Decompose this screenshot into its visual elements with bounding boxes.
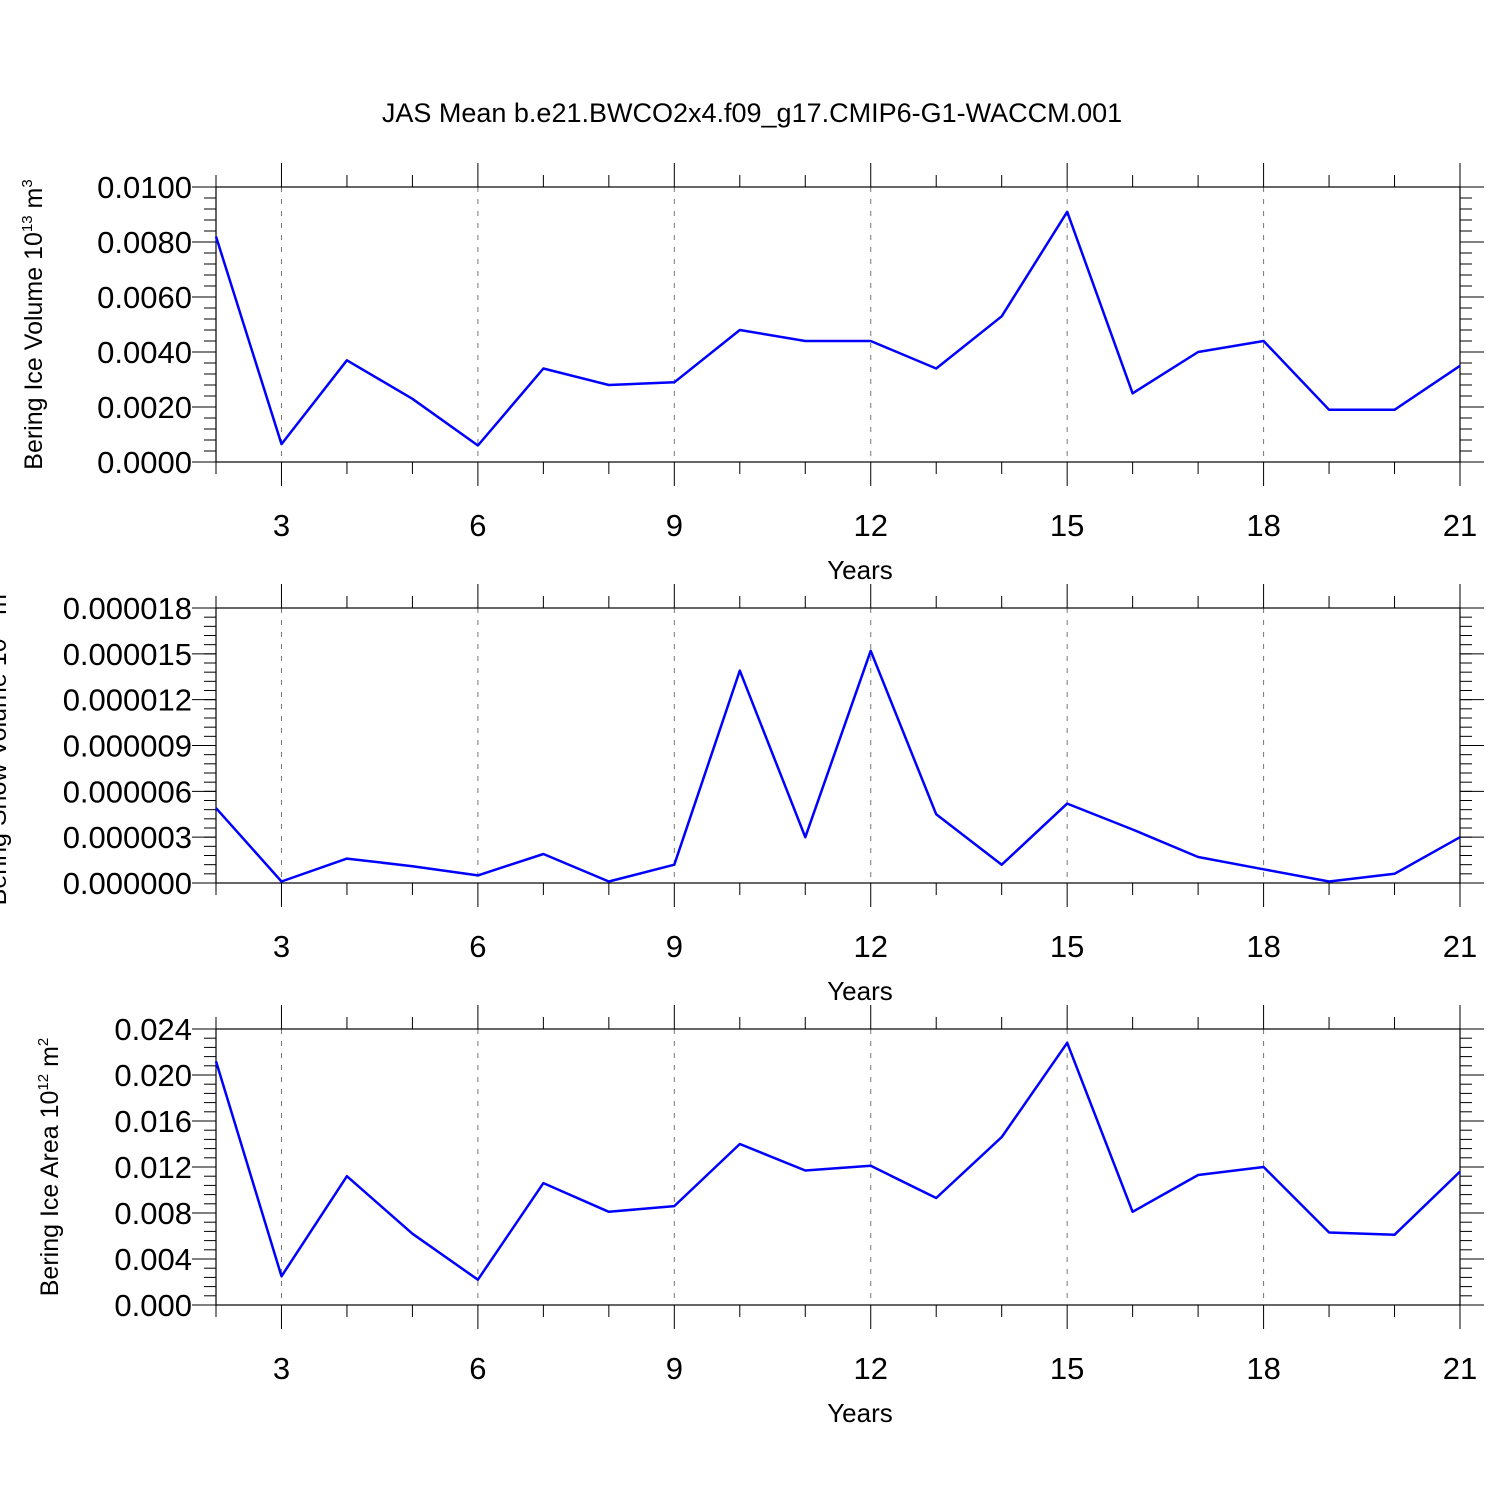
y-axis-title: Bering Snow Volume 1013 m3 — [0, 586, 12, 906]
x-tick-label: 6 — [469, 1351, 486, 1386]
y-tick-label: 0.0060 — [97, 280, 192, 315]
y-tick-label: 0.020 — [114, 1058, 192, 1093]
y-tick-label: 0.0080 — [97, 225, 192, 260]
x-tick-label: 12 — [853, 929, 887, 964]
panels: 3 6 9 12 15 18 21 0.0000 0.0020 0.0040 0.0060 0.008… — [0, 163, 1484, 1428]
y-tick-label: 0.008 — [114, 1196, 192, 1231]
y-tick-label: 0.0020 — [97, 390, 192, 425]
x-tick-label: 6 — [469, 929, 486, 964]
y-tick-label: 0.000000 — [63, 866, 192, 901]
x-tick-label: 12 — [853, 508, 887, 543]
x-tick-label: 3 — [273, 929, 290, 964]
y-tick-label: 0.0000 — [97, 445, 192, 480]
y-tick-label: 0.004 — [114, 1242, 192, 1277]
x-tick-label: 12 — [853, 1351, 887, 1386]
x-tick-label: 15 — [1050, 929, 1084, 964]
x-tick-label: 6 — [469, 508, 486, 543]
x-tick-label: 18 — [1246, 929, 1280, 964]
y-tick-label: 0.024 — [114, 1012, 192, 1047]
figure-title: JAS Mean b.e21.BWCO2x4.f09_g17.CMIP6-G1-… — [382, 98, 1122, 128]
x-axis-title: Years — [827, 976, 893, 1006]
x-axis-title: Years — [827, 1398, 893, 1428]
x-axis-title: Years — [827, 555, 893, 585]
series-line — [214, 1041, 1461, 1281]
series-line — [214, 210, 1461, 447]
x-tick-label: 21 — [1443, 508, 1477, 543]
x-tick-label: 9 — [666, 1351, 683, 1386]
series-line — [215, 649, 1461, 883]
x-tick-label: 9 — [666, 508, 683, 543]
y-tick-label: 0.000003 — [63, 820, 192, 855]
x-tick-label: 9 — [666, 929, 683, 964]
x-tick-label: 18 — [1246, 508, 1280, 543]
y-tick-label: 0.012 — [114, 1150, 192, 1185]
x-tick-label: 15 — [1050, 508, 1084, 543]
x-tick-label: 15 — [1050, 1351, 1084, 1386]
y-tick-label: 0.000 — [114, 1288, 192, 1323]
x-tick-label: 21 — [1443, 929, 1477, 964]
y-tick-label: 0.000009 — [63, 729, 192, 764]
chart-panel-1: 3 6 9 12 15 18 21 0.0000 0.0020 0.0040 0.0060 0.008… — [19, 163, 1484, 585]
y-tick-label: 0.000018 — [63, 591, 192, 626]
y-tick-label: 0.000015 — [63, 637, 192, 672]
x-tick-label: 3 — [273, 1351, 290, 1386]
y-tick-label: 0.0040 — [97, 335, 192, 370]
chart-panel-3: 3 6 9 12 15 18 21 0.000 0.004 0.008 0.012 0.016 0.02… — [35, 1005, 1484, 1428]
x-tick-label: 21 — [1443, 1351, 1477, 1386]
chart-panel-2: 3 6 9 12 15 18 21 0.000000 0.000003 0.000006 0.000… — [0, 584, 1484, 1006]
y-axis-title: Bering Ice Volume 1013 m3 — [19, 179, 48, 469]
y-tick-label: 0.000006 — [63, 774, 192, 809]
x-tick-label: 18 — [1246, 1351, 1280, 1386]
y-tick-label: 0.0100 — [97, 170, 192, 205]
x-tick-label: 3 — [273, 508, 290, 543]
y-axis-title: Bering Ice Area 1012 m2 — [35, 1038, 64, 1297]
y-tick-label: 0.000012 — [63, 683, 192, 718]
plot-frame — [215, 186, 1461, 463]
y-tick-label: 0.016 — [114, 1104, 192, 1139]
